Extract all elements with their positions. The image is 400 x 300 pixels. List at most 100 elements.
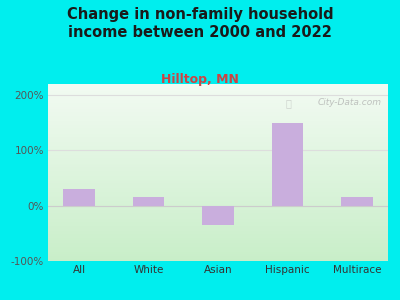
Bar xyxy=(48,185,388,187)
Text: City-Data.com: City-Data.com xyxy=(317,98,381,107)
Bar xyxy=(48,130,388,132)
Bar xyxy=(48,208,388,210)
Bar xyxy=(48,107,388,109)
Bar xyxy=(48,146,388,148)
Bar xyxy=(272,123,303,206)
Bar xyxy=(48,132,388,134)
Bar xyxy=(48,222,388,224)
Bar xyxy=(48,233,388,235)
Bar xyxy=(48,210,388,212)
Bar xyxy=(48,245,388,247)
Bar xyxy=(48,227,388,229)
Bar xyxy=(48,190,388,192)
Bar xyxy=(48,123,388,125)
Bar xyxy=(48,141,388,142)
Bar xyxy=(48,238,388,240)
Bar xyxy=(48,162,388,164)
Bar xyxy=(48,157,388,158)
Bar xyxy=(48,212,388,213)
Bar xyxy=(48,194,388,196)
Bar xyxy=(48,139,388,141)
Bar xyxy=(48,98,388,100)
Bar xyxy=(48,103,388,105)
Bar xyxy=(48,197,388,199)
Bar xyxy=(48,105,388,107)
Bar xyxy=(48,165,388,167)
Bar xyxy=(48,167,388,169)
Bar xyxy=(48,174,388,176)
Bar xyxy=(48,181,388,183)
Bar xyxy=(48,202,388,204)
Bar xyxy=(48,243,388,245)
Bar xyxy=(48,91,388,93)
Bar xyxy=(48,116,388,118)
Bar xyxy=(48,187,388,188)
Bar xyxy=(48,252,388,254)
Bar xyxy=(48,148,388,149)
Bar xyxy=(48,89,388,91)
Bar xyxy=(48,176,388,178)
Bar xyxy=(48,199,388,201)
Bar xyxy=(48,180,388,181)
Bar xyxy=(133,197,164,206)
Bar xyxy=(48,256,388,257)
Bar xyxy=(48,196,388,197)
Text: 🔍: 🔍 xyxy=(286,98,292,108)
Bar xyxy=(48,100,388,102)
Bar xyxy=(48,242,388,243)
Bar xyxy=(48,257,388,259)
Bar xyxy=(48,183,388,185)
Bar xyxy=(48,188,388,190)
Bar xyxy=(48,259,388,261)
Bar xyxy=(48,135,388,137)
Bar xyxy=(48,112,388,114)
Bar xyxy=(48,229,388,231)
Bar xyxy=(48,142,388,144)
Bar xyxy=(341,197,372,206)
Bar xyxy=(48,118,388,119)
Bar xyxy=(48,88,388,89)
Bar xyxy=(64,189,95,206)
Bar xyxy=(48,231,388,233)
Bar xyxy=(48,153,388,155)
Bar xyxy=(48,93,388,94)
Bar xyxy=(48,206,388,208)
Bar xyxy=(48,96,388,98)
Bar xyxy=(48,160,388,162)
Bar xyxy=(48,102,388,103)
Bar xyxy=(48,149,388,151)
Bar xyxy=(48,158,388,160)
Bar xyxy=(48,155,388,157)
Bar xyxy=(48,119,388,121)
Bar xyxy=(48,84,388,86)
Bar xyxy=(48,201,388,203)
Bar xyxy=(202,206,234,225)
Bar xyxy=(48,178,388,180)
Bar xyxy=(48,109,388,111)
Bar xyxy=(48,240,388,242)
Bar xyxy=(48,192,388,194)
Bar xyxy=(48,236,388,238)
Text: Hilltop, MN: Hilltop, MN xyxy=(161,74,239,86)
Bar xyxy=(48,235,388,236)
Text: Change in non-family household
income between 2000 and 2022: Change in non-family household income be… xyxy=(67,8,333,40)
Bar xyxy=(48,127,388,128)
Bar xyxy=(48,215,388,217)
Bar xyxy=(48,86,388,88)
Bar xyxy=(48,151,388,153)
Bar xyxy=(48,172,388,174)
Bar xyxy=(48,94,388,96)
Bar xyxy=(48,169,388,171)
Bar xyxy=(48,250,388,252)
Bar xyxy=(48,134,388,135)
Bar xyxy=(48,224,388,226)
Bar xyxy=(48,114,388,116)
Bar xyxy=(48,217,388,218)
Bar xyxy=(48,111,388,112)
Bar xyxy=(48,171,388,172)
Bar xyxy=(48,249,388,250)
Bar xyxy=(48,204,388,206)
Bar xyxy=(48,220,388,222)
Bar xyxy=(48,144,388,146)
Bar xyxy=(48,254,388,256)
